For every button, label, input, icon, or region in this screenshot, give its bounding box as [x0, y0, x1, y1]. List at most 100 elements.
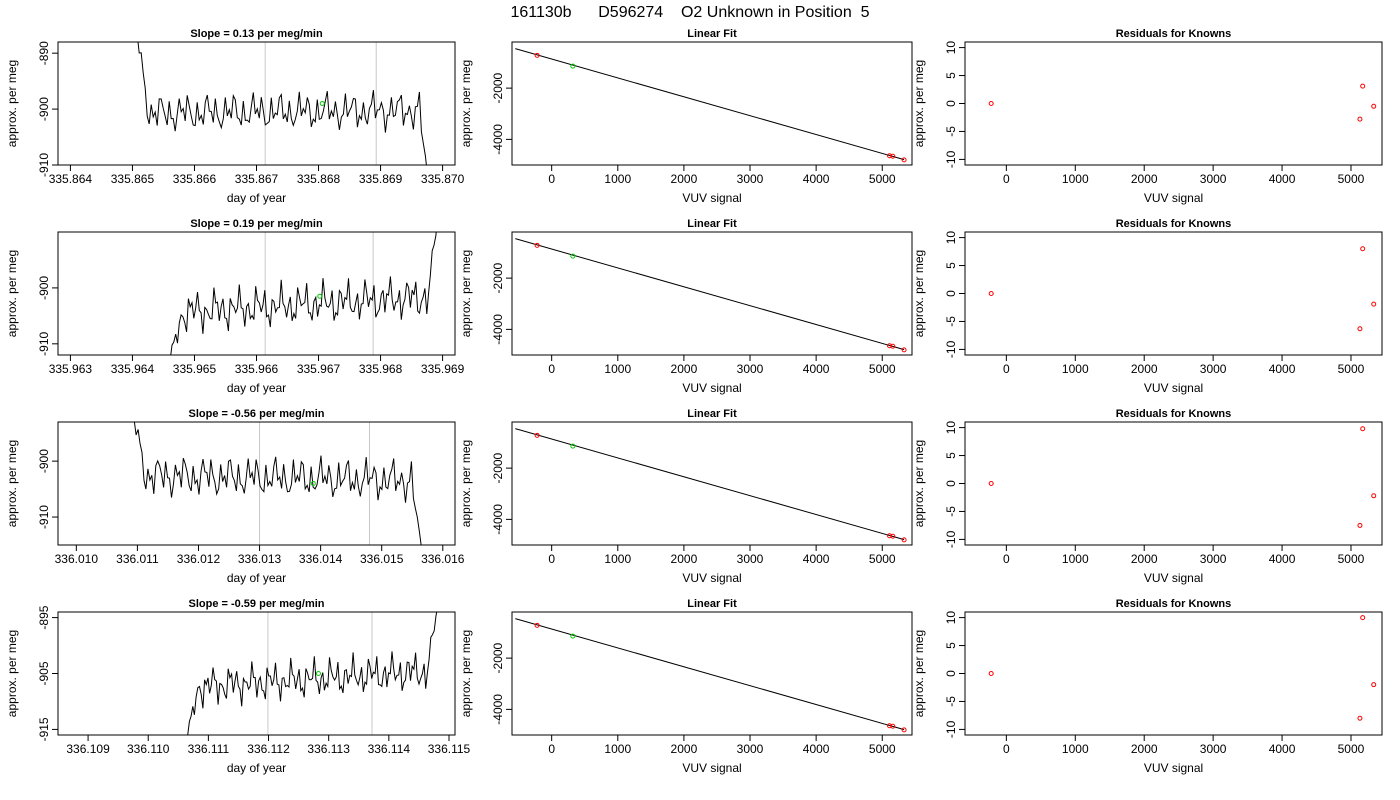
x-tick-label: 336.012 [177, 552, 221, 566]
panel-1-3: Residuals for Knowns VUV signal approx. pe… [912, 28, 1383, 205]
x-tick-label: 4000 [1269, 552, 1296, 566]
y-tick-label: -905 [37, 661, 51, 685]
x-tick-label: 0 [548, 742, 555, 756]
y-tick-label: -895 [37, 605, 51, 629]
y-tick-label: -5 [944, 316, 958, 327]
x-tick-label: 335.965 [173, 362, 217, 376]
x-axis-label: VUV signal [682, 761, 741, 775]
plot-area [137, 42, 427, 165]
plot-frame [511, 421, 913, 546]
x-tick-label: 3000 [737, 552, 764, 566]
known-point [1371, 301, 1377, 307]
known-point [1360, 615, 1366, 621]
x-tick-label: 335.969 [421, 362, 465, 376]
known-point [988, 671, 994, 676]
x-tick-label: 1000 [1062, 172, 1089, 186]
y-axis-label: approx. per meg [459, 630, 473, 717]
panel-title: Residuals for Knowns [1116, 28, 1232, 40]
x-tick-label: 336.114 [368, 742, 411, 756]
plot-area [515, 618, 907, 733]
fit-line [515, 48, 905, 161]
x-tick-label: 1000 [1062, 552, 1089, 566]
plot-frame [964, 41, 1383, 166]
x-tick-label: 4000 [1269, 362, 1296, 376]
x-tick-label: 2000 [671, 172, 698, 186]
plot-frame [964, 231, 1383, 356]
x-tick-label: 3000 [1200, 172, 1227, 186]
y-tick-label: -10 [944, 720, 958, 738]
known-point [534, 622, 540, 628]
x-tick-label: 5000 [1338, 362, 1365, 376]
known-point [1371, 493, 1377, 499]
y-tick-label: -2000 [491, 72, 505, 103]
x-tick-label: 3000 [1200, 742, 1227, 756]
x-tick-label: 336.015 [360, 552, 404, 566]
known-point [887, 723, 893, 729]
known-point [1357, 522, 1363, 528]
x-axis-label: day of year [227, 571, 286, 585]
panel-title: Linear Fit [687, 408, 737, 420]
y-tick-label: -5 [944, 126, 958, 137]
fit-line [515, 238, 905, 351]
y-axis-label: approx. per meg [459, 250, 473, 337]
y-axis-label: approx. per meg [5, 60, 19, 147]
known-point [1371, 103, 1377, 109]
y-tick-label: -915 [37, 717, 51, 741]
plot-area [170, 232, 437, 355]
x-tick-label: 3000 [1200, 362, 1227, 376]
x-tick-label: 336.014 [299, 552, 343, 566]
y-tick-label: -5 [944, 506, 958, 517]
x-tick-label: 2000 [1131, 172, 1158, 186]
plot-area [187, 612, 438, 735]
known-point [1357, 326, 1363, 332]
x-axis-label: day of year [227, 761, 286, 775]
data-line [187, 612, 438, 735]
panel-title: Slope = 0.13 per meg/min [190, 28, 323, 40]
known-point [901, 727, 907, 733]
panel-1-2: Linear Fit VUV signal approx. per meg 0 1000… [459, 28, 913, 205]
x-tick-label: 335.964 [111, 362, 155, 376]
x-tick-label: 2000 [1131, 742, 1158, 756]
x-tick-label: 335.865 [111, 172, 155, 186]
plot-frame [57, 41, 456, 166]
known-point [890, 533, 896, 539]
x-tick-label: 3000 [737, 172, 764, 186]
known-point [988, 101, 994, 106]
x-tick-label: 5000 [869, 172, 896, 186]
known-point [887, 153, 893, 159]
x-tick-label: 335.866 [173, 172, 217, 186]
y-tick-label: -890 [37, 41, 51, 65]
plot-area [515, 48, 907, 163]
x-tick-label: 3000 [1200, 552, 1227, 566]
x-axis-label: VUV signal [1144, 191, 1203, 205]
y-tick-label: 10 [944, 611, 958, 625]
y-tick-label: 5 [944, 452, 958, 459]
x-tick-label: 2000 [671, 552, 698, 566]
x-tick-label: 336.113 [307, 742, 350, 756]
known-point [1360, 246, 1366, 252]
x-tick-label: 0 [1003, 362, 1010, 376]
plot-frame [511, 611, 913, 736]
known-point [901, 537, 907, 543]
x-tick-label: 4000 [803, 362, 830, 376]
panel-3-3: Residuals for Knowns VUV signal approx. pe… [912, 408, 1383, 585]
x-tick-label: 335.966 [235, 362, 279, 376]
x-tick-label: 4000 [803, 172, 830, 186]
x-tick-label: 336.016 [421, 552, 465, 566]
panel-title: Slope = -0.59 per meg/min [188, 598, 324, 610]
x-tick-label: 1000 [1062, 742, 1089, 756]
fit-line [515, 428, 905, 541]
panel-1-1: Slope = 0.13 per meg/min day of year appro… [5, 28, 465, 205]
y-axis-label: approx. per meg [459, 60, 473, 147]
unknown-point [570, 253, 576, 259]
plot-area [133, 422, 422, 545]
known-point [534, 432, 540, 438]
y-axis-label: approx. per meg [912, 440, 926, 527]
known-point [890, 153, 896, 159]
x-tick-label: 336.013 [238, 552, 282, 566]
known-point [1360, 83, 1366, 89]
x-tick-label: 0 [1003, 172, 1010, 186]
x-tick-label: 335.968 [359, 362, 403, 376]
y-axis-label: approx. per meg [912, 250, 926, 337]
x-tick-label: 1000 [604, 552, 631, 566]
